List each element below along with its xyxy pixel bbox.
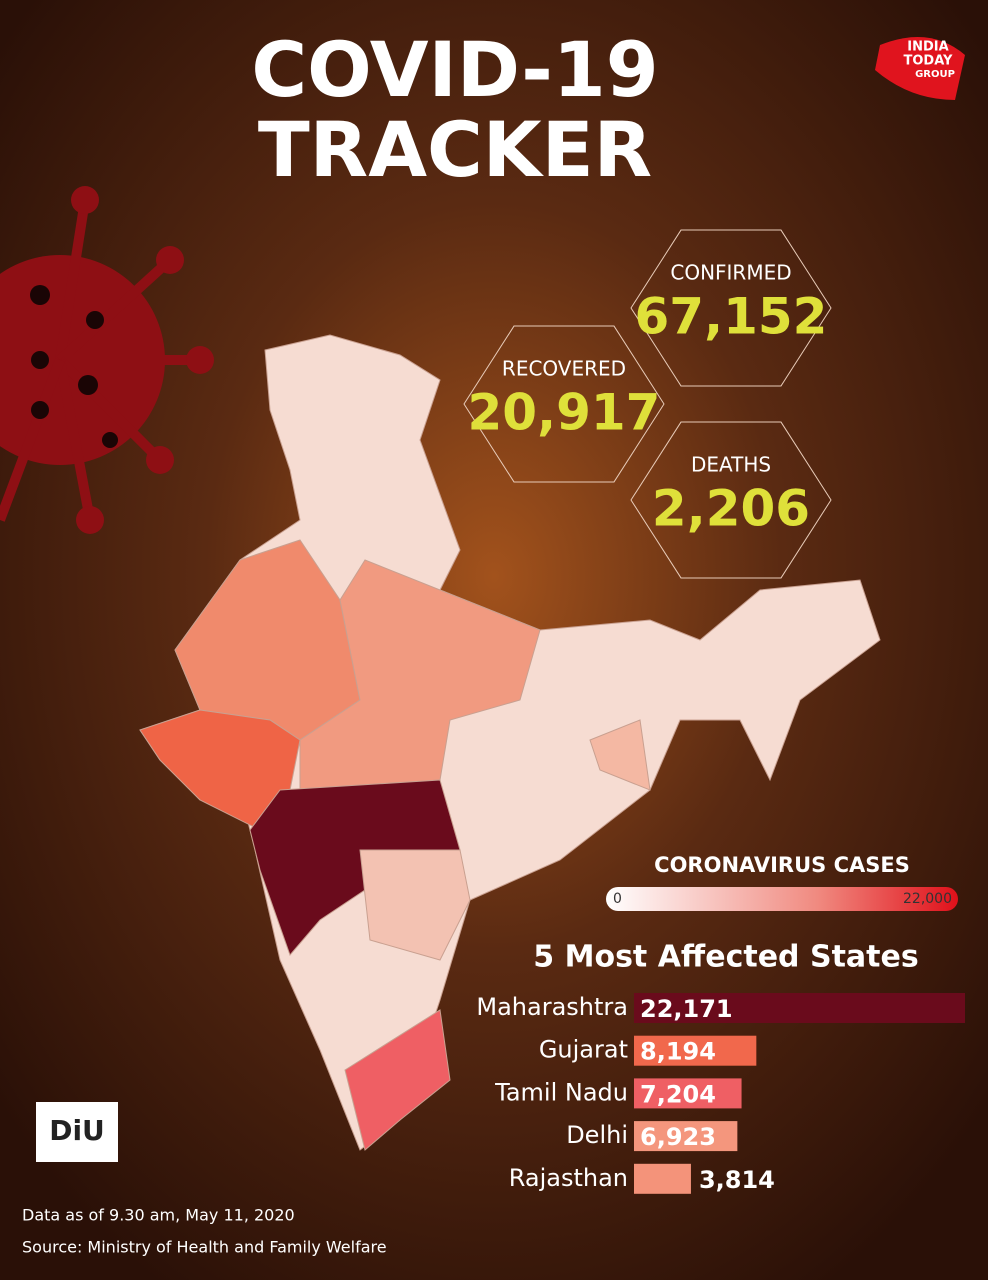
- virus-illustration: [0, 186, 214, 534]
- stat-hexagon: [463, 325, 665, 483]
- category-label: Maharashtra: [476, 993, 628, 1021]
- scale-title: CORONAVIRUS CASES: [654, 853, 910, 877]
- scale-max: 22,000: [903, 891, 952, 907]
- bar: [634, 1163, 691, 1194]
- value-label: 3,814: [699, 1166, 775, 1194]
- stat-value: 2,206: [652, 480, 810, 538]
- logo-text: INDIA: [907, 40, 948, 55]
- diu-logo: DiU: [36, 1102, 118, 1162]
- stat-label: DEATHS: [691, 453, 771, 477]
- title: COVID-19: [251, 25, 658, 114]
- logo-text: TODAY: [904, 54, 954, 69]
- footer-note: Data as of 9.30 am, May 11, 2020: [22, 1206, 295, 1225]
- stat-label: CONFIRMED: [670, 261, 791, 285]
- stat-label: RECOVERED: [502, 357, 626, 381]
- bar: [634, 1035, 757, 1066]
- title: TRACKER: [258, 105, 652, 194]
- stat-hexagon: [630, 421, 832, 579]
- value-label: 7,204: [640, 1080, 716, 1108]
- scale-min: 0: [613, 891, 622, 907]
- stats: [463, 229, 832, 579]
- bar-chart: Maharashtra 22,171 Gujarat 8,194 Tamil Nadu 7…: [476, 993, 965, 1194]
- bar: [634, 1078, 742, 1109]
- category-label: Tamil Nadu: [494, 1078, 628, 1106]
- stat-value: 67,152: [635, 288, 828, 346]
- logo-text: DiU: [49, 1114, 105, 1147]
- stat-value: 20,917: [468, 384, 661, 442]
- logo-text: GROUP: [915, 69, 955, 80]
- chart-title: 5 Most Affected States: [533, 940, 918, 975]
- india-map: [139, 334, 881, 1151]
- bar: [634, 1121, 738, 1152]
- stat-hexagon: [630, 229, 832, 387]
- category-label: Gujarat: [539, 1036, 628, 1064]
- bar: [634, 993, 965, 1023]
- footer-source: Source: Ministry of Health and Family We…: [22, 1238, 387, 1257]
- value-label: 22,171: [640, 995, 733, 1023]
- scale-bar: [606, 887, 958, 911]
- category-label: Delhi: [566, 1121, 628, 1149]
- value-label: 6,923: [640, 1123, 716, 1151]
- india-today-logo: INDIA TODAY GROUP: [875, 37, 965, 100]
- category-label: Rajasthan: [509, 1164, 628, 1192]
- value-label: 8,194: [640, 1038, 716, 1066]
